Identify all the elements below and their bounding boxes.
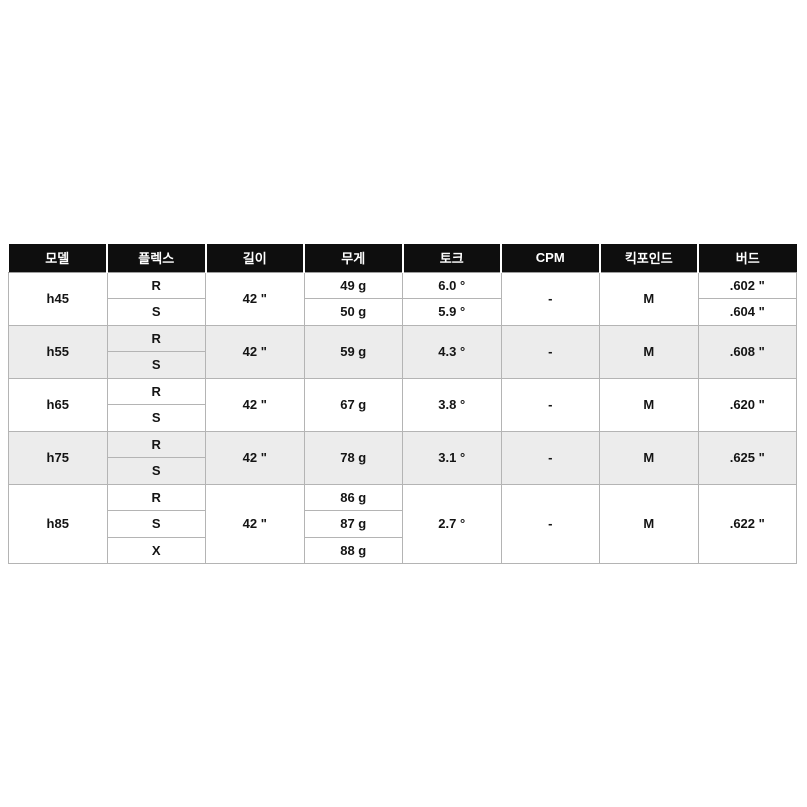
shaft-spec-table: 모델 플렉스 길이 무게 토크 CPM 킥포인드 버드 h45 R 42 " 4… [8,244,797,564]
cell-length: 42 " [205,324,305,379]
column-header-length: 길이 [204,244,304,273]
table-header: 모델 플렉스 길이 무게 토크 CPM 킥포인드 버드 [8,244,797,273]
table-row: h75 R 42 " 78 g 3.1 ° - M .625 " [8,430,797,485]
table-row: h85 R 42 " 86 g 2.7 ° - M .622 " [8,483,797,564]
cell-flex: S [106,404,206,432]
cell-flex: R [106,324,206,352]
cell-flex: R [106,483,206,511]
cell-butt: .620 " [697,377,797,432]
cell-flex: S [106,510,206,538]
cell-torque: 5.9 ° [402,298,502,326]
table-row: h65 R 42 " 67 g 3.8 ° - M .620 " [8,377,797,432]
table-row: h55 R 42 " 59 g 4.3 ° - M .608 " [8,324,797,379]
cell-butt: .625 " [697,430,797,485]
cell-torque: 4.3 ° [402,324,502,379]
cell-weight: 50 g [303,298,403,326]
cell-flex: X [106,536,206,564]
spec-table-container: 모델 플렉스 길이 무게 토크 CPM 킥포인드 버드 h45 R 42 " 4… [8,244,797,564]
cell-model: h85 [8,483,108,564]
table-row: X 88 g [9,536,797,564]
cell-kickpoint: M [599,430,699,485]
cell-flex: R [106,430,206,458]
cell-kickpoint: M [599,324,699,379]
table-row: h45 R 42 " 49 g 6.0 ° - M .602 " [8,271,797,326]
cell-weight: 67 g [303,377,403,432]
cell-weight: 88 g [303,536,403,564]
column-header-kickpoint: 킥포인드 [598,244,698,273]
cell-kickpoint: M [599,377,699,432]
cell-kickpoint: M [599,271,699,326]
table-row: S 87 g [9,510,797,538]
cell-butt: .602 " [697,271,797,299]
cell-cpm: - [500,271,600,326]
column-header-weight: 무게 [303,244,403,273]
cell-weight: 86 g [303,483,403,511]
header-row: 모델 플렉스 길이 무게 토크 CPM 킥포인드 버드 [8,244,797,273]
column-header-butt: 버드 [697,244,797,273]
table-row: S [9,404,797,432]
table-row: S 50 g 5.9 ° .604 " [9,298,797,326]
cell-cpm: - [500,377,600,432]
cell-torque: 3.8 ° [402,377,502,432]
cell-flex: S [106,298,206,326]
table-row: S [9,351,797,379]
cell-butt: .622 " [697,483,797,564]
column-header-flex: 플렉스 [106,244,206,273]
cell-weight: 59 g [303,324,403,379]
cell-length: 42 " [205,430,305,485]
cell-flex: S [106,457,206,485]
cell-torque: 6.0 ° [402,271,502,299]
cell-weight: 49 g [303,271,403,299]
cell-length: 42 " [205,377,305,432]
cell-cpm: - [500,483,600,564]
cell-cpm: - [500,430,600,485]
cell-torque: 2.7 ° [402,483,502,564]
cell-model: h65 [8,377,108,432]
cell-weight: 87 g [303,510,403,538]
cell-butt: .604 " [697,298,797,326]
cell-length: 42 " [205,483,305,564]
cell-flex: R [106,377,206,405]
cell-model: h45 [8,271,108,326]
cell-butt: .608 " [697,324,797,379]
cell-flex: S [106,351,206,379]
column-header-cpm: CPM [500,244,600,273]
column-header-torque: 토크 [401,244,501,273]
table-row: S [9,457,797,485]
cell-flex: R [106,271,206,299]
column-header-model: 모델 [8,244,107,273]
table-body: h45 R 42 " 49 g 6.0 ° - M .602 " S 50 g … [8,271,797,564]
cell-torque: 3.1 ° [402,430,502,485]
cell-model: h55 [8,324,108,379]
cell-kickpoint: M [599,483,699,564]
cell-weight: 78 g [303,430,403,485]
cell-length: 42 " [205,271,305,326]
cell-cpm: - [500,324,600,379]
cell-model: h75 [8,430,108,485]
